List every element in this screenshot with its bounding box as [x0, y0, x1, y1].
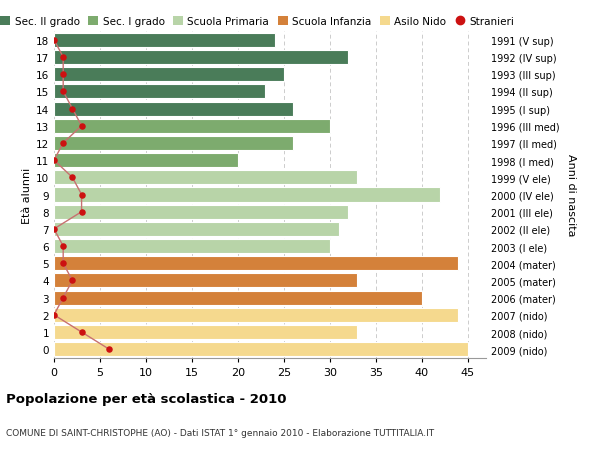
Bar — [54, 154, 238, 168]
Point — [58, 260, 68, 267]
Bar — [54, 222, 339, 236]
Bar — [54, 119, 330, 134]
Legend: Sec. II grado, Sec. I grado, Scuola Primaria, Scuola Infanzia, Asilo Nido, Stran: Sec. II grado, Sec. I grado, Scuola Prim… — [0, 17, 514, 27]
Point — [68, 106, 77, 113]
Point — [49, 157, 59, 164]
Y-axis label: Età alunni: Età alunni — [22, 167, 32, 223]
Point — [49, 312, 59, 319]
Bar — [54, 291, 422, 305]
Bar — [54, 240, 330, 253]
Point — [77, 123, 86, 130]
Point — [104, 346, 114, 353]
Point — [58, 294, 68, 302]
Bar — [54, 51, 348, 65]
Point — [49, 226, 59, 233]
Bar — [54, 342, 467, 357]
Point — [49, 37, 59, 45]
Bar — [54, 188, 440, 202]
Bar — [54, 68, 284, 82]
Bar — [54, 34, 275, 48]
Bar — [54, 137, 293, 151]
Bar — [54, 205, 348, 219]
Point — [58, 89, 68, 96]
Bar — [54, 274, 358, 288]
Point — [77, 208, 86, 216]
Point — [68, 174, 77, 182]
Bar — [54, 257, 458, 271]
Point — [77, 191, 86, 199]
Bar — [54, 325, 358, 339]
Bar — [54, 308, 458, 322]
Point — [58, 243, 68, 250]
Bar — [54, 85, 265, 99]
Text: Popolazione per età scolastica - 2010: Popolazione per età scolastica - 2010 — [6, 392, 287, 405]
Bar — [54, 102, 293, 116]
Point — [77, 329, 86, 336]
Point — [58, 54, 68, 62]
Point — [58, 140, 68, 147]
Text: COMUNE DI SAINT-CHRISTOPHE (AO) - Dati ISTAT 1° gennaio 2010 - Elaborazione TUTT: COMUNE DI SAINT-CHRISTOPHE (AO) - Dati I… — [6, 428, 434, 437]
Y-axis label: Anni di nascita: Anni di nascita — [566, 154, 577, 236]
Point — [68, 277, 77, 285]
Point — [58, 71, 68, 78]
Bar — [54, 171, 358, 185]
